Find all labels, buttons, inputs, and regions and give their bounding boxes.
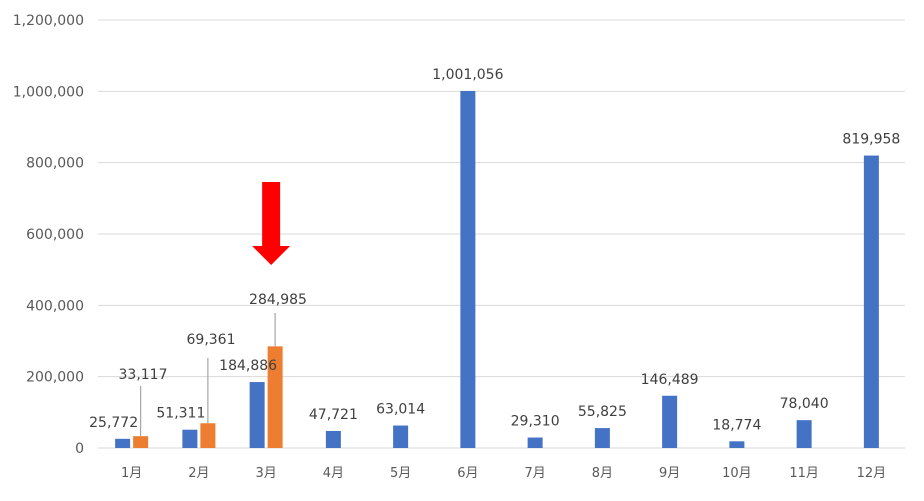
bar-series1-1 xyxy=(115,438,131,448)
data-label: 284,985 xyxy=(249,292,307,308)
data-label: 47,721 xyxy=(309,407,358,423)
y-tick-label: 1,200,000 xyxy=(13,13,84,29)
bar-series1-4 xyxy=(325,430,341,448)
bar-series1-9 xyxy=(662,395,678,448)
y-tick-label: 1,000,000 xyxy=(13,84,84,100)
y-tick-label: 0 xyxy=(75,441,84,457)
bar-series1-6 xyxy=(460,90,476,448)
data-label: 33,117 xyxy=(119,367,168,383)
x-tick-label: 6月 xyxy=(457,466,478,481)
x-tick-label: 10月 xyxy=(722,466,752,481)
y-tick-label: 600,000 xyxy=(26,227,84,243)
data-label: 69,361 xyxy=(187,332,236,348)
y-tick-label: 800,000 xyxy=(26,156,84,172)
y-tick-label: 400,000 xyxy=(26,298,84,314)
x-tick-label: 12月 xyxy=(857,466,887,481)
bar-series1-5 xyxy=(393,425,409,448)
arrow-annotation-icon xyxy=(252,182,291,265)
data-label: 29,310 xyxy=(511,414,560,430)
data-label: 18,774 xyxy=(712,417,761,433)
x-tick-label: 11月 xyxy=(789,466,819,481)
y-tick-label: 200,000 xyxy=(26,370,84,386)
x-tick-label: 3月 xyxy=(255,466,276,481)
data-label: 25,772 xyxy=(89,415,138,431)
bar-series1-7 xyxy=(527,437,543,448)
x-tick-label: 4月 xyxy=(323,466,344,481)
x-tick-label: 5月 xyxy=(390,466,411,481)
x-tick-label: 1月 xyxy=(121,466,142,481)
data-label: 78,040 xyxy=(780,396,829,412)
data-label: 51,311 xyxy=(156,406,205,422)
data-label: 55,825 xyxy=(578,404,627,420)
x-tick-label: 8月 xyxy=(592,466,613,481)
x-tick-label: 2月 xyxy=(188,466,209,481)
bar-series2-1 xyxy=(133,436,149,448)
data-label: 184,886 xyxy=(219,358,277,374)
bar-series1-12 xyxy=(863,155,879,448)
data-label: 1,001,056 xyxy=(432,67,503,83)
bar-series1-10 xyxy=(729,441,745,448)
x-tick-label: 7月 xyxy=(524,466,545,481)
bar-series1-3 xyxy=(249,382,265,448)
bar-series1-2 xyxy=(182,429,198,448)
bar-series2-2 xyxy=(200,423,216,448)
data-label: 146,489 xyxy=(641,372,699,388)
bar-series2-3 xyxy=(267,346,283,448)
bar-series1-11 xyxy=(796,420,812,448)
data-label: 63,014 xyxy=(376,402,425,418)
data-label: 819,958 xyxy=(842,132,900,148)
x-tick-label: 9月 xyxy=(659,466,680,481)
bar-series1-8 xyxy=(594,428,610,448)
